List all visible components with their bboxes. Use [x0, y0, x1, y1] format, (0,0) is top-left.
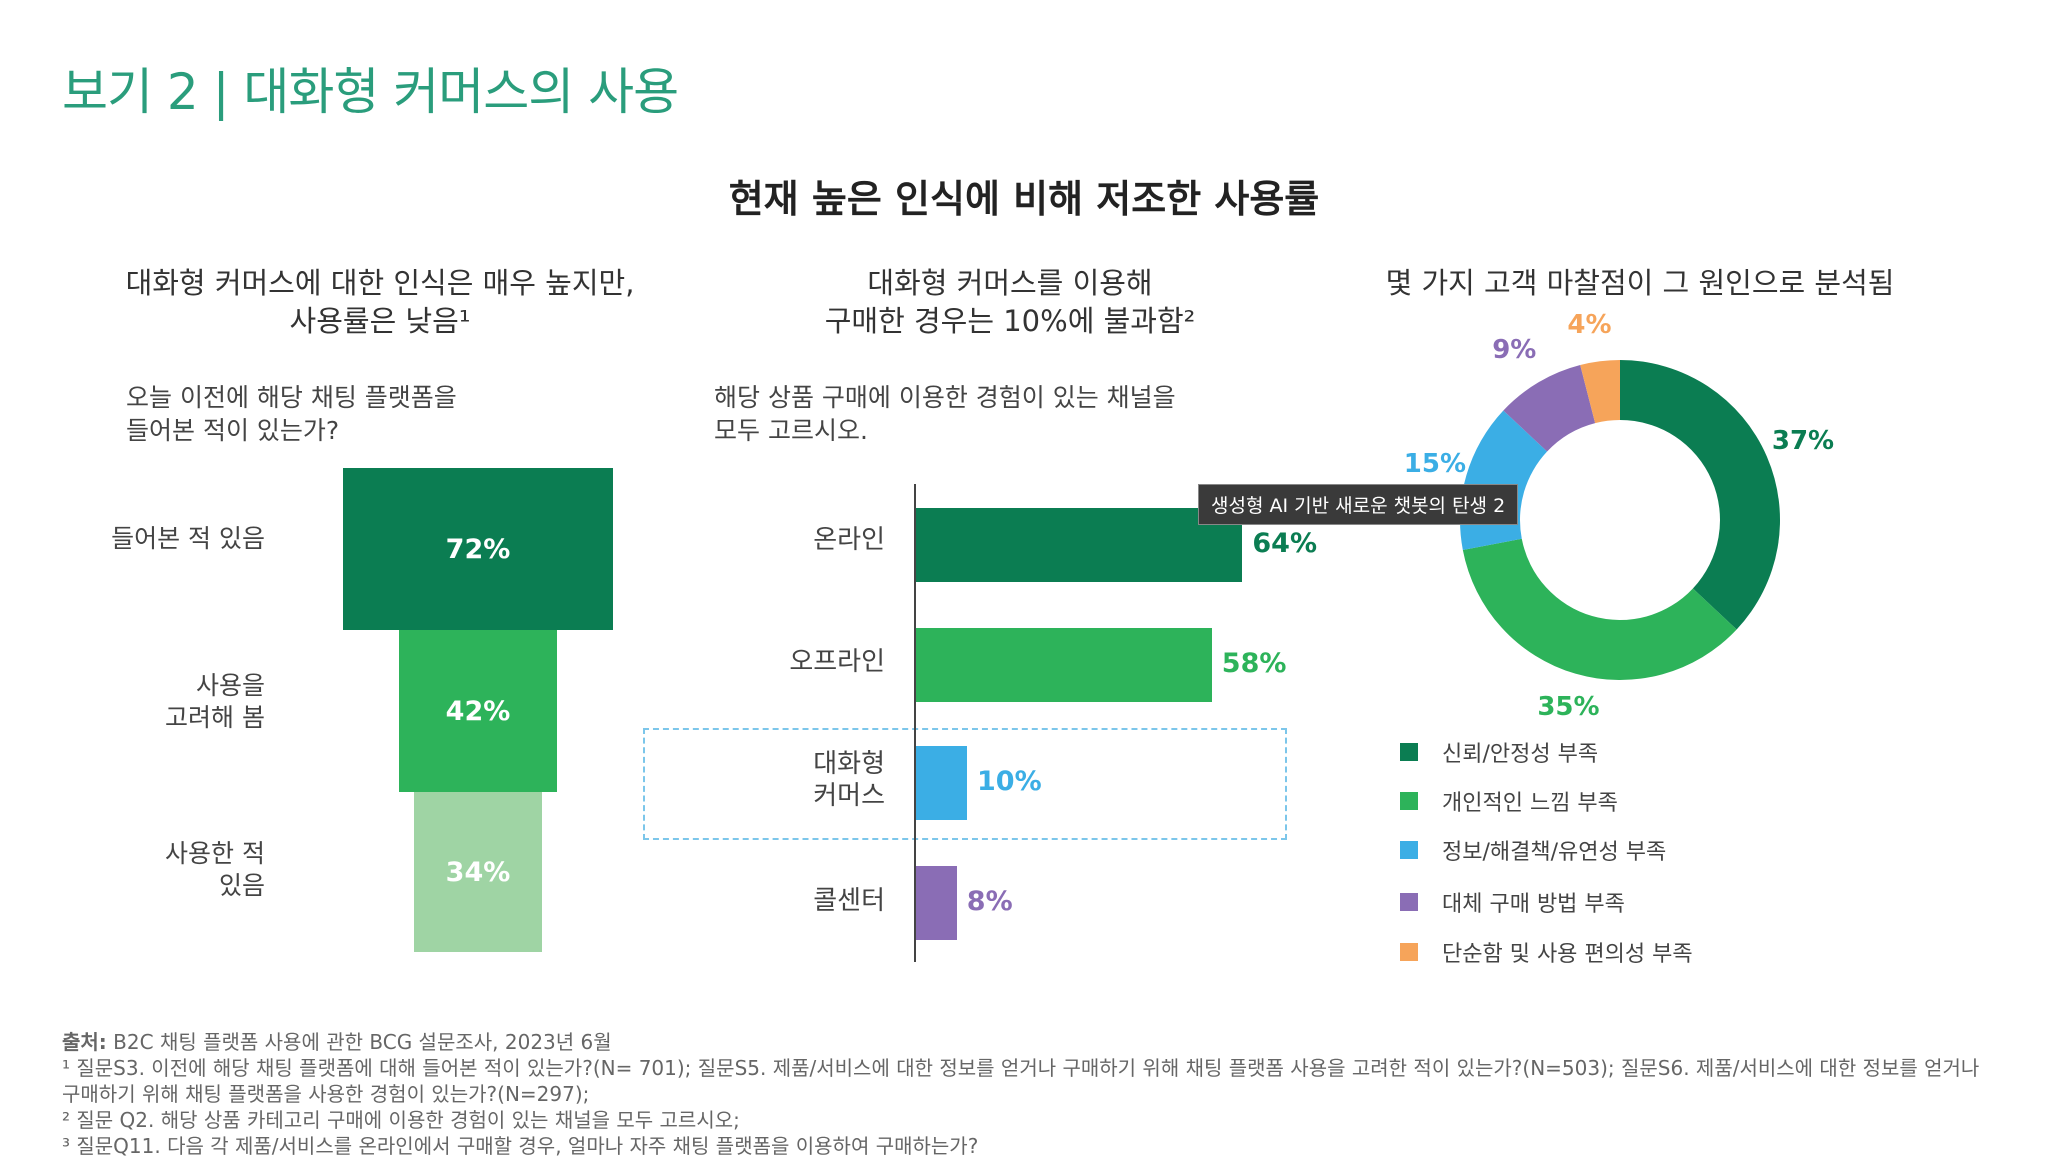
funnel-label-used: 사용한 적 있음 — [80, 838, 265, 902]
bar-label-line: 콜센터 — [813, 886, 885, 916]
funnel-question-line: 오늘 이전에 해당 채팅 플랫폼을 — [126, 383, 457, 412]
funnel-subhead: 대화형 커머스에 대한 인식은 매우 높지만, 사용률은 낮음¹ — [120, 264, 640, 340]
legend-item: 단순함 및 사용 편의성 부족 — [1400, 936, 1693, 968]
bar-subhead-line: 구매한 경우는 10%에 불과함² — [824, 304, 1196, 338]
funnel-block: 42% — [399, 630, 557, 792]
funnel-label-line: 들어본 적 있음 — [111, 524, 265, 553]
bar-subhead: 대화형 커머스를 이용해 구매한 경우는 10%에 불과함² — [780, 264, 1240, 340]
legend-label: 신뢰/안정성 부족 — [1442, 742, 1599, 767]
bar-label-line: 온라인 — [813, 525, 885, 555]
legend-item: 개인적인 느낌 부족 — [1400, 785, 1618, 817]
bar-label-online: 온라인 — [700, 524, 885, 556]
funnel-question-line: 들어본 적이 있는가? — [126, 416, 340, 445]
footnote-1a: ¹ 질문S3. 이전에 해당 채팅 플랫폼에 대해 들어본 적이 있는가?(N=… — [62, 1056, 1980, 1080]
donut-slice — [1503, 365, 1596, 452]
funnel-subhead-text: 대화형 커머스에 대한 인식은 매우 높지만, 사용률은 낮음¹ — [125, 266, 635, 338]
funnel-label-line: 사용한 적 — [165, 839, 265, 868]
legend-label: 대체 구매 방법 부족 — [1442, 892, 1625, 917]
bar-label-line: 대화형 — [813, 749, 885, 779]
funnel-label-heard: 들어본 적 있음 — [80, 523, 265, 555]
donut-value-label: 35% — [1537, 692, 1600, 723]
bar-axis-line — [914, 484, 916, 962]
legend-swatch — [1400, 792, 1418, 810]
bar-value-label: 64% — [1252, 528, 1318, 559]
donut-value-label: 4% — [1567, 309, 1612, 340]
bar — [916, 628, 1212, 702]
bar-label-conversational: 대화형 커머스 — [700, 748, 885, 812]
footnote-source: 출처: B2C 채팅 플랫폼 사용에 관한 BCG 설문조사, 2023년 6월 — [62, 1030, 2022, 1055]
legend-label: 단순함 및 사용 편의성 부족 — [1442, 942, 1693, 967]
bar — [916, 866, 957, 940]
funnel-question: 오늘 이전에 해당 채팅 플랫폼을 들어본 적이 있는가? — [126, 381, 457, 447]
funnel-label-considered: 사용을 고려해 봄 — [80, 670, 265, 734]
bar-subhead-line: 대화형 커머스를 이용해 — [867, 266, 1153, 300]
highlight-box — [643, 728, 1287, 840]
funnel-value-label: 34% — [445, 856, 511, 888]
donut-value-label: 9% — [1492, 335, 1537, 366]
funnel-block: 34% — [414, 792, 542, 952]
donut-slice — [1580, 360, 1620, 424]
exhibit-title: 보기 2 | 대화형 커머스의 사용 — [62, 63, 679, 121]
funnel-block: 72% — [343, 468, 613, 630]
legend-swatch — [1400, 743, 1418, 761]
donut-value-label: 15% — [1403, 449, 1467, 480]
bar-label-line: 오프라인 — [789, 647, 885, 677]
source-label: 출처: — [62, 1030, 107, 1054]
bar — [916, 508, 1243, 582]
footnote-1b: 구매하기 위해 채팅 플랫폼을 사용한 경험이 있는가?(N=297); — [62, 1082, 590, 1106]
legend-swatch — [1400, 841, 1418, 859]
bar-label-callcenter: 콜센터 — [700, 885, 885, 917]
funnel-value-label: 72% — [445, 533, 511, 565]
bar-value-label: 8% — [966, 886, 1013, 917]
funnel-value-label: 42% — [445, 695, 511, 727]
funnel-label-line: 있음 — [218, 871, 265, 900]
bar-value-label: 58% — [1221, 648, 1287, 679]
bar-question-line: 모두 고르시오. — [714, 416, 868, 445]
legend-item: 정보/해결책/유연성 부족 — [1400, 834, 1666, 866]
legend-swatch — [1400, 943, 1418, 961]
bar — [916, 746, 967, 820]
donut-subhead: 몇 가지 고객 마찰점이 그 원인으로 분석됨 — [1340, 264, 1940, 302]
footnote-3: ³ 질문Q11. 다음 각 제품/서비스를 온라인에서 구매할 경우, 얼마나 … — [62, 1134, 979, 1158]
legend-item: 신뢰/안정성 부족 — [1400, 736, 1598, 768]
footnote-2: ² 질문 Q2. 해당 상품 카테고리 구매에 이용한 경험이 있는 채널을 모… — [62, 1108, 740, 1132]
funnel-label-line: 사용을 — [195, 671, 265, 700]
donut-slice — [1462, 538, 1737, 680]
source-text: B2C 채팅 플랫폼 사용에 관한 BCG 설문조사, 2023년 6월 — [106, 1030, 612, 1054]
bar-label-offline: 오프라인 — [700, 646, 885, 678]
legend-item: 대체 구매 방법 부족 — [1400, 886, 1625, 918]
bar-label-line: 커머스 — [813, 781, 885, 811]
legend-label: 개인적인 느낌 부족 — [1442, 791, 1618, 816]
legend-label: 정보/해결책/유연성 부족 — [1442, 840, 1667, 865]
donut-subhead-text: 몇 가지 고객 마찰점이 그 원인으로 분석됨 — [1385, 266, 1895, 300]
bar-question: 해당 상품 구매에 이용한 경험이 있는 채널을 모두 고르시오. — [714, 381, 1176, 447]
donut-value-label: 37% — [1771, 426, 1835, 457]
legend-swatch — [1400, 893, 1418, 911]
tooltip: 생성형 AI 기반 새로운 챗봇의 탄생 2 — [1198, 484, 1519, 525]
main-heading: 현재 높은 인식에 비해 저조한 사용률 — [728, 177, 1320, 221]
funnel-label-line: 고려해 봄 — [165, 703, 265, 732]
bar-value-label: 10% — [977, 766, 1042, 797]
donut-slice — [1620, 360, 1780, 630]
bar-question-line: 해당 상품 구매에 이용한 경험이 있는 채널을 — [714, 383, 1176, 412]
